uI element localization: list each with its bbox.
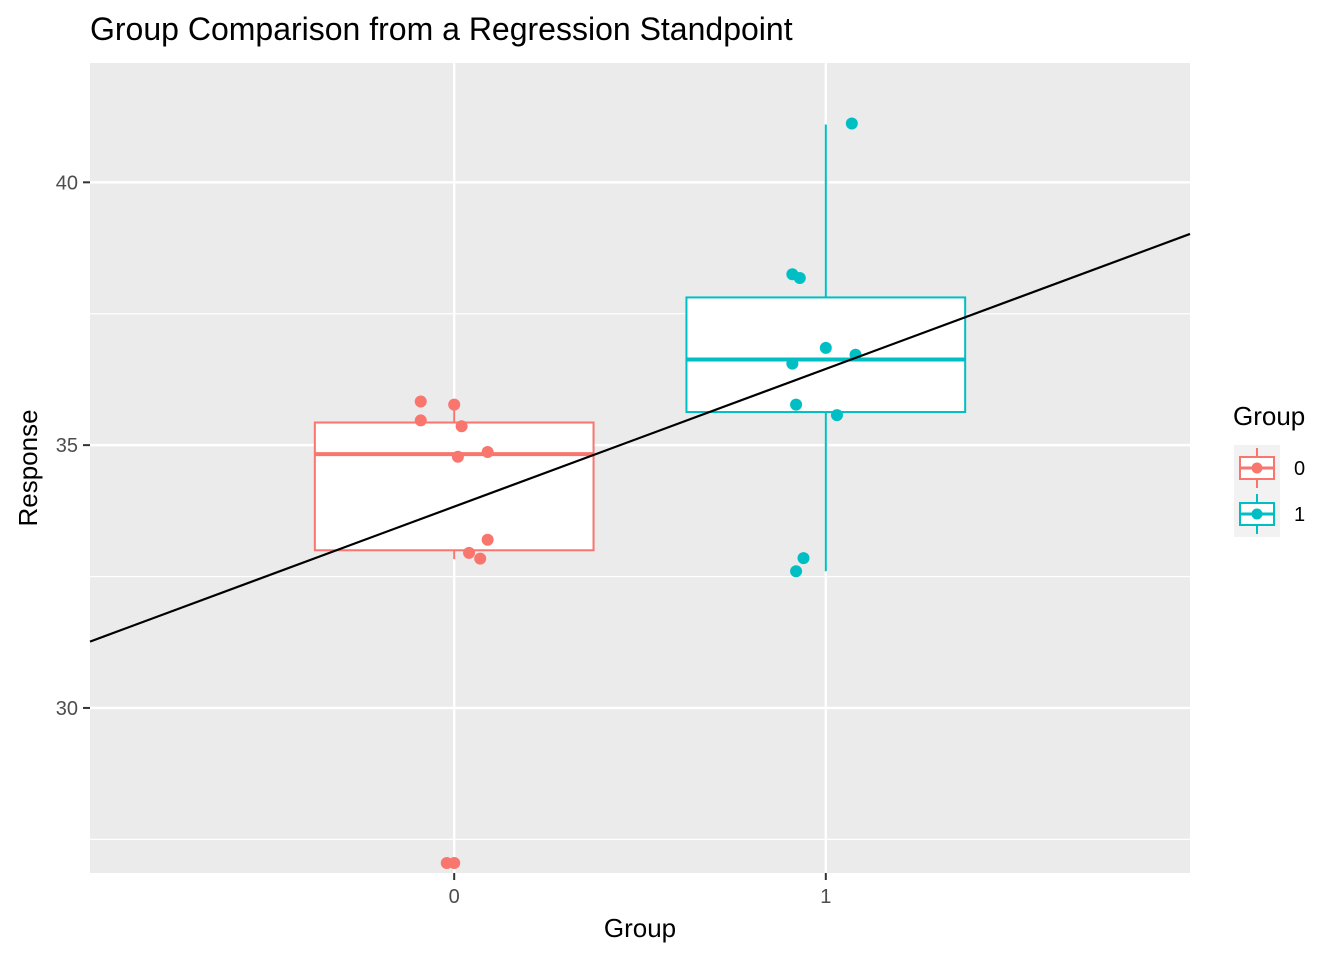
boxplot-group-0 [313, 401, 595, 560]
x-tick-label: 0 [449, 886, 460, 908]
data-point-group-1 [790, 398, 803, 411]
box-iqr [685, 296, 967, 414]
data-point-group-1 [790, 565, 803, 578]
regression-layer [89, 232, 1191, 643]
data-point-group-1 [830, 409, 843, 422]
data-point-group-1 [793, 271, 806, 284]
legend-entry-0: 0 [1234, 445, 1305, 491]
regression-line [89, 232, 1191, 643]
data-point-group-0 [448, 857, 461, 870]
legend-title: Group [1233, 401, 1305, 431]
axes: 30 35 40 0 1 [56, 172, 832, 908]
y-tick-label: 40 [56, 172, 78, 194]
data-point-group-0 [455, 420, 468, 433]
box-layer [313, 124, 967, 572]
x-axis-title: Group [604, 913, 676, 943]
y-tick-label: 35 [56, 435, 78, 457]
data-point-group-0 [463, 546, 476, 559]
data-point-group-1 [786, 357, 799, 370]
data-point-group-1 [797, 552, 810, 565]
point-layer [414, 117, 862, 870]
data-point-group-0 [481, 445, 494, 458]
data-point-group-0 [414, 395, 427, 408]
data-point-group-1 [845, 117, 858, 130]
data-point-group-0 [474, 552, 487, 565]
data-point-group-0 [451, 450, 464, 463]
legend-entry-1: 1 [1234, 491, 1305, 537]
data-point-group-0 [448, 398, 461, 411]
boxplot-group-1 [685, 124, 967, 572]
chart-title: Group Comparison from a Regression Stand… [90, 11, 793, 47]
legend-label: 1 [1294, 504, 1305, 526]
y-tick-label: 30 [56, 698, 78, 720]
data-point-group-0 [481, 533, 494, 546]
legend: Group 0 1 [1233, 401, 1305, 537]
box-iqr [313, 421, 595, 552]
legend-key-point [1251, 508, 1263, 520]
y-axis-title: Response [13, 409, 43, 526]
legend-key-point [1251, 462, 1263, 474]
data-point-group-0 [414, 414, 427, 427]
plot-panel [90, 63, 1190, 873]
x-tick-label: 1 [820, 886, 831, 908]
data-point-group-1 [819, 341, 832, 354]
legend-label: 0 [1294, 458, 1305, 480]
